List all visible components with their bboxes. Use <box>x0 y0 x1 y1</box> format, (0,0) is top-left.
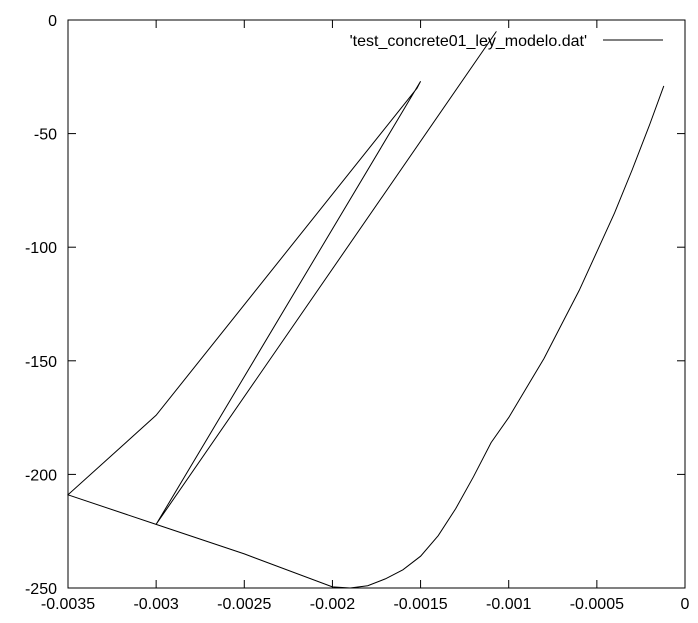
x-tick-label: -0.002 <box>310 596 355 613</box>
series-line-0 <box>67 31 665 589</box>
x-tick-label: -0.0015 <box>393 596 447 613</box>
y-tick-label: -50 <box>34 127 57 144</box>
legend-label: 'test_concrete01_ley_modelo.dat' <box>350 33 587 50</box>
y-tick-label: 0 <box>48 13 57 30</box>
x-tick-label: -0.0025 <box>217 596 271 613</box>
plot-frame <box>67 19 686 589</box>
y-tick-label: -150 <box>25 354 57 371</box>
x-tick-label: -0.001 <box>486 596 531 613</box>
x-tick-label: -0.0005 <box>570 596 624 613</box>
y-axis: 0 -50 -100 -150 -200 -250 <box>25 13 685 598</box>
y-tick-label: -250 <box>25 581 57 598</box>
x-axis: -0.0035 -0.003 -0.0025 -0.002 -0.0015 -0.001 -… <box>41 20 690 613</box>
y-tick-label: -100 <box>25 240 57 257</box>
y-tick-label: -200 <box>25 467 57 484</box>
x-tick-label: 0 <box>681 596 690 613</box>
legend: 'test_concrete01_ley_modelo.dat' <box>350 33 663 50</box>
x-tick-label: -0.003 <box>133 596 178 613</box>
plot-area <box>67 19 686 589</box>
x-tick-label: -0.0035 <box>41 596 95 613</box>
